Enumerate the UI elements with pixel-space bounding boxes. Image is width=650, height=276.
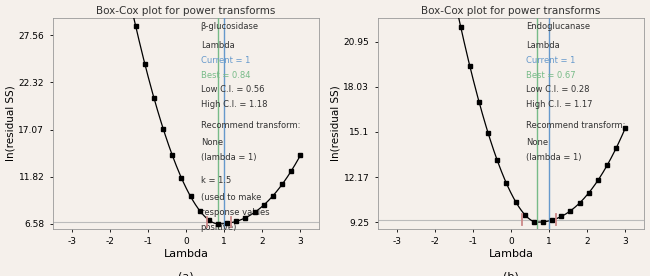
Text: (lambda = 1): (lambda = 1) [526, 153, 581, 162]
Text: Best = 0.67: Best = 0.67 [526, 71, 575, 79]
Y-axis label: ln(residual SS): ln(residual SS) [331, 86, 341, 161]
Y-axis label: ln(residual SS): ln(residual SS) [6, 86, 16, 161]
Text: High C.I. = 1.17: High C.I. = 1.17 [526, 100, 592, 109]
Title: Box-Cox plot for power transforms: Box-Cox plot for power transforms [96, 6, 276, 15]
Text: Low C.I. = 0.56: Low C.I. = 0.56 [201, 85, 264, 94]
Text: Current = 1: Current = 1 [201, 56, 250, 65]
X-axis label: Lambda: Lambda [489, 249, 534, 259]
Text: High C.I. = 1.18: High C.I. = 1.18 [201, 100, 267, 109]
Text: (a): (a) [178, 271, 194, 276]
Text: (used to make: (used to make [201, 193, 261, 202]
X-axis label: Lambda: Lambda [164, 249, 209, 259]
Text: (b): (b) [503, 271, 519, 276]
Text: β-glucosidase: β-glucosidase [201, 22, 259, 31]
Title: Box-Cox plot for power transforms: Box-Cox plot for power transforms [421, 6, 601, 15]
Text: Best = 0.84: Best = 0.84 [201, 71, 250, 79]
Text: k = 1.5: k = 1.5 [201, 176, 231, 185]
Text: Recommend transform:: Recommend transform: [201, 121, 300, 130]
Text: (lambda = 1): (lambda = 1) [201, 153, 256, 162]
Text: None: None [201, 138, 223, 147]
Text: Lambda: Lambda [526, 41, 560, 50]
Text: Low C.I. = 0.28: Low C.I. = 0.28 [526, 85, 589, 94]
Text: None: None [526, 138, 548, 147]
Text: Current = 1: Current = 1 [526, 56, 575, 65]
Text: response values: response values [201, 208, 269, 217]
Text: Endoglucanase: Endoglucanase [526, 22, 590, 31]
Text: positive): positive) [201, 223, 237, 232]
Text: Recommend transform:: Recommend transform: [526, 121, 625, 130]
Text: Lambda: Lambda [201, 41, 235, 50]
